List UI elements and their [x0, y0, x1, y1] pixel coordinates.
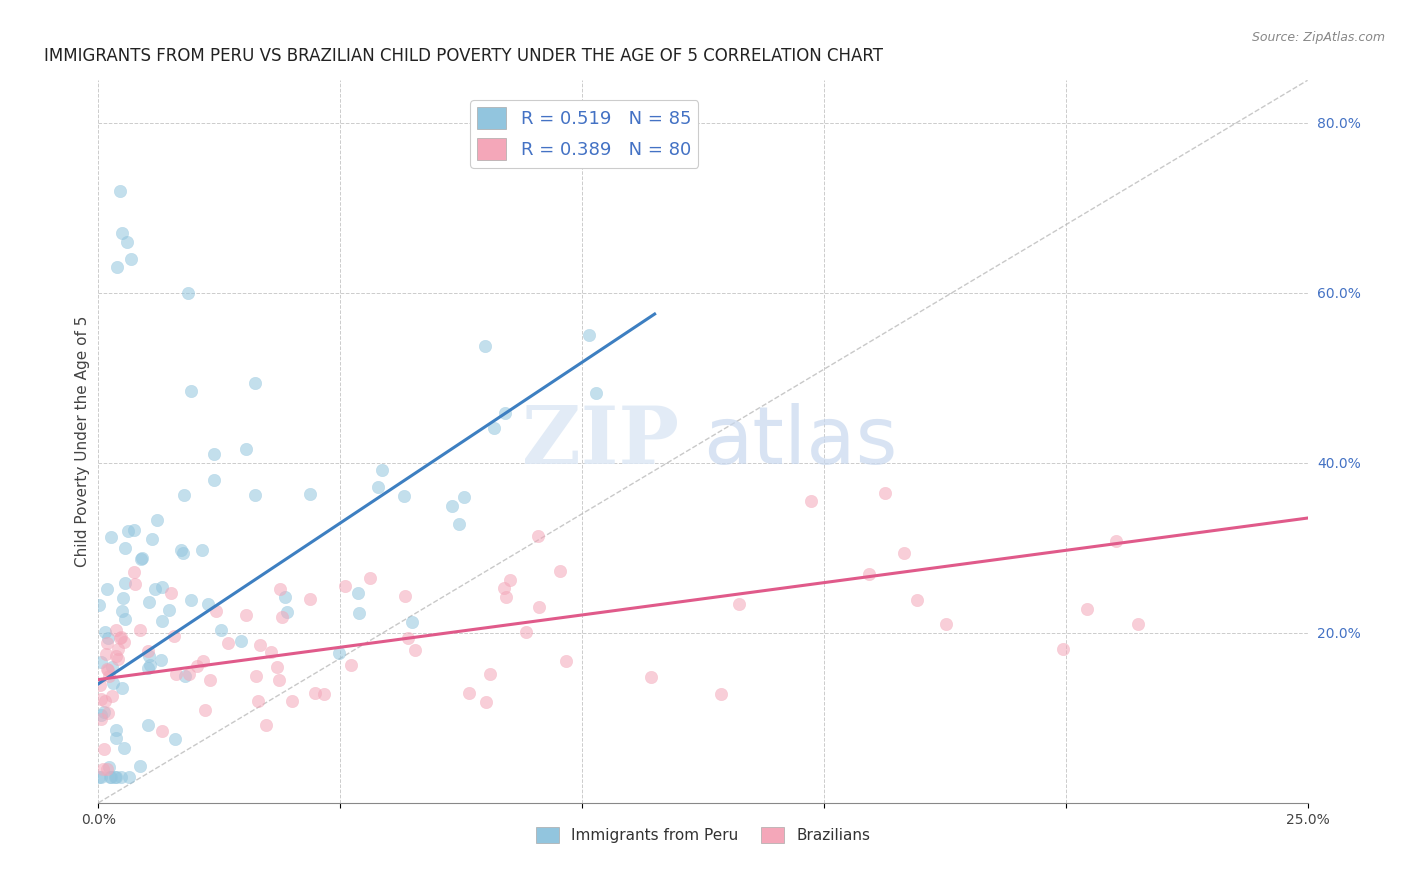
Text: ZIP: ZIP [522, 402, 679, 481]
Text: IMMIGRANTS FROM PERU VS BRAZILIAN CHILD POVERTY UNDER THE AGE OF 5 CORRELATION C: IMMIGRANTS FROM PERU VS BRAZILIAN CHILD … [44, 47, 883, 65]
Text: atlas: atlas [703, 402, 897, 481]
Text: Source: ZipAtlas.com: Source: ZipAtlas.com [1251, 31, 1385, 45]
Y-axis label: Child Poverty Under the Age of 5: Child Poverty Under the Age of 5 [75, 316, 90, 567]
Legend: Immigrants from Peru, Brazilians: Immigrants from Peru, Brazilians [530, 822, 876, 849]
